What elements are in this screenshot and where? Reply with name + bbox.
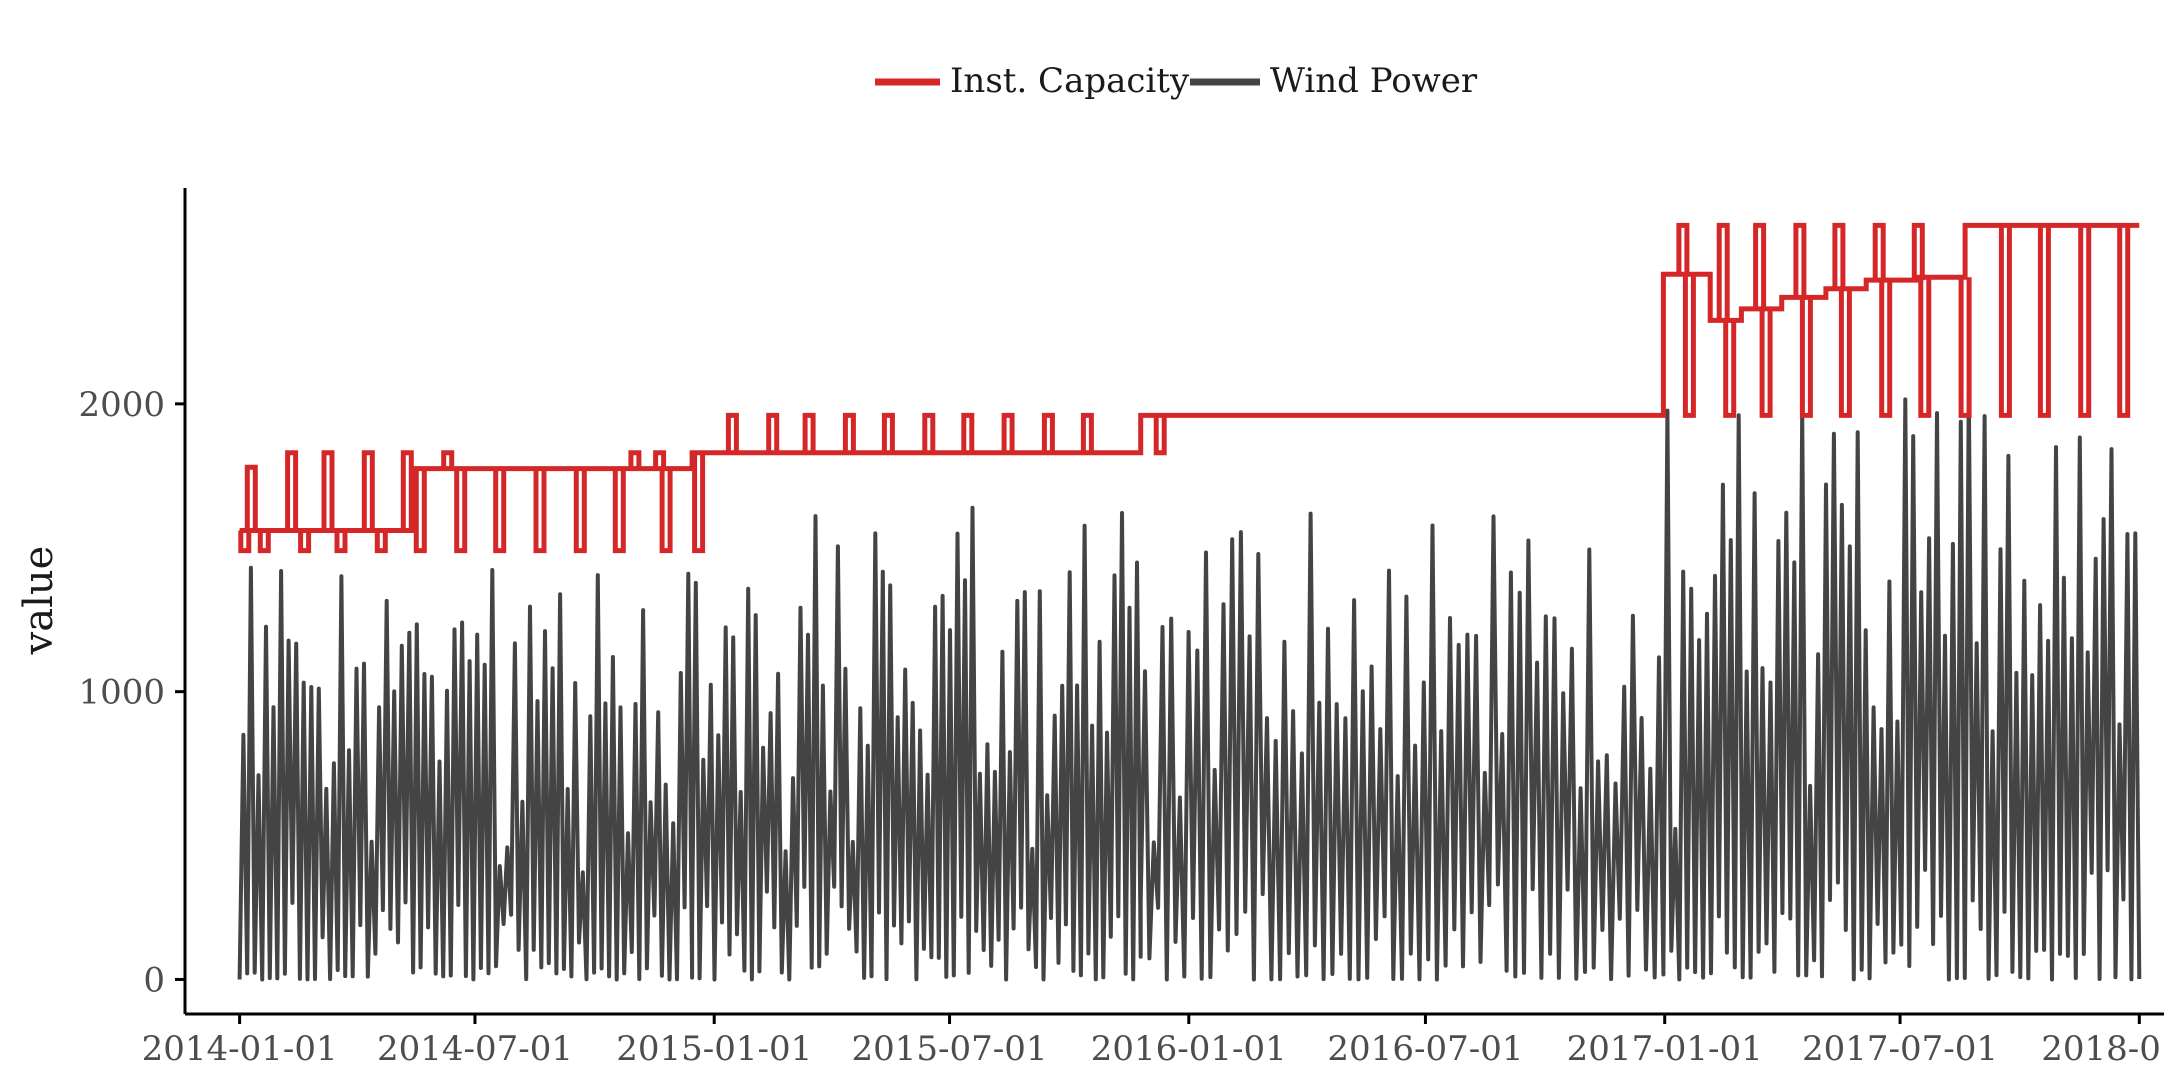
- inst-capacity-spike: [1753, 222, 1767, 309]
- inst-capacity-spike: [298, 530, 312, 554]
- y-ticks: 0 1000 2000: [78, 385, 185, 1000]
- inst-capacity-spike: [1153, 415, 1167, 456]
- inst-capacity-spike: [374, 530, 388, 554]
- inst-capacity-spike: [454, 468, 468, 554]
- inst-capacity-spike: [334, 530, 348, 554]
- inst-capacity-spike: [257, 530, 271, 554]
- y-tick-label: 2000: [78, 385, 165, 425]
- inst-capacity-spike: [1080, 412, 1094, 453]
- legend-label-inst-capacity: Inst. Capacity: [950, 61, 1190, 101]
- inst-capacity-spike: [1799, 297, 1813, 418]
- inst-capacity-spike: [1716, 222, 1730, 321]
- x-tick-label: 2016-01-01: [1091, 1029, 1287, 1069]
- inst-capacity-spike: [1793, 222, 1807, 298]
- inst-capacity-spike: [238, 530, 252, 554]
- x-tick-label: 2017-07-01: [1802, 1029, 1998, 1069]
- inst-capacity-spike: [961, 412, 975, 453]
- inst-capacity-spike: [1832, 222, 1846, 289]
- axes: 0 1000 2000 2014-01-01 2014-07-01 2015-01-01…: [16, 188, 2164, 1069]
- inst-capacity-spike: [1041, 412, 1055, 453]
- inst-capacity-spike: [1838, 288, 1852, 418]
- inst-capacity-spike: [244, 464, 258, 531]
- inst-capacity-spike: [321, 450, 335, 531]
- inst-capacity-spike: [1682, 274, 1696, 418]
- inst-capacity-spike: [725, 412, 739, 453]
- inst-capacity-spike: [400, 450, 414, 531]
- wind-power-series: [237, 388, 2142, 982]
- plot-area: [237, 222, 2142, 982]
- legend: Inst. Capacity Wind Power: [875, 61, 1478, 101]
- y-tick-label: 0: [143, 960, 165, 1000]
- y-tick-label: 1000: [78, 673, 165, 713]
- inst-capacity-spike: [1872, 222, 1886, 281]
- x-tick-label: 2014-01-01: [142, 1029, 338, 1069]
- inst-capacity-spike: [2037, 225, 2051, 418]
- inst-capacity-spike: [922, 412, 936, 453]
- x-tick-label: 2015-07-01: [852, 1029, 1048, 1069]
- inst-capacity-spike: [573, 468, 587, 554]
- x-tick-label: 2015-01-01: [616, 1029, 812, 1069]
- inst-capacity-spike: [1958, 277, 1972, 418]
- inst-capacity-spike: [766, 412, 780, 453]
- y-axis-title: value: [16, 546, 62, 656]
- x-tick-label: 2017-01-01: [1567, 1029, 1763, 1069]
- inst-capacity-series: [238, 222, 2140, 554]
- inst-capacity-spike: [653, 450, 667, 469]
- x-tick-label: 2016-07-01: [1327, 1029, 1523, 1069]
- inst-capacity-spike: [881, 412, 895, 453]
- inst-capacity-spike: [612, 468, 626, 554]
- inst-capacity-spike: [2117, 225, 2131, 418]
- wind-power-line: [237, 388, 2142, 982]
- inst-capacity-spike: [1759, 308, 1773, 418]
- inst-capacity-spike: [802, 412, 816, 453]
- x-tick-label: 2014-07-01: [377, 1029, 573, 1069]
- inst-capacity-spike: [628, 450, 642, 469]
- inst-capacity-spike: [285, 450, 299, 531]
- x-ticks: 2014-01-01 2014-07-01 2015-01-01 2015-07-01…: [142, 1014, 2164, 1069]
- inst-capacity-spike: [533, 468, 547, 554]
- inst-capacity-spike: [1879, 280, 1893, 418]
- inst-capacity-spike: [659, 468, 673, 554]
- inst-capacity-line: [239, 222, 2140, 533]
- inst-capacity-spike: [413, 468, 427, 554]
- inst-capacity-spike: [1001, 412, 1015, 453]
- x-tick-label: 2018-01-01: [2041, 1029, 2164, 1069]
- legend-label-wind-power: Wind Power: [1270, 61, 1478, 101]
- inst-capacity-spike: [1998, 225, 2012, 418]
- inst-capacity-spike: [1911, 222, 1925, 281]
- inst-capacity-spike: [2078, 225, 2092, 418]
- inst-capacity-spike: [1676, 222, 1690, 275]
- inst-capacity-spike: [1918, 277, 1932, 418]
- inst-capacity-spike: [361, 450, 375, 531]
- inst-capacity-spike: [493, 468, 507, 554]
- inst-capacity-spike: [842, 412, 856, 453]
- inst-capacity-spike: [692, 452, 706, 554]
- inst-capacity-spike: [441, 450, 455, 469]
- inst-capacity-spike: [1723, 320, 1737, 418]
